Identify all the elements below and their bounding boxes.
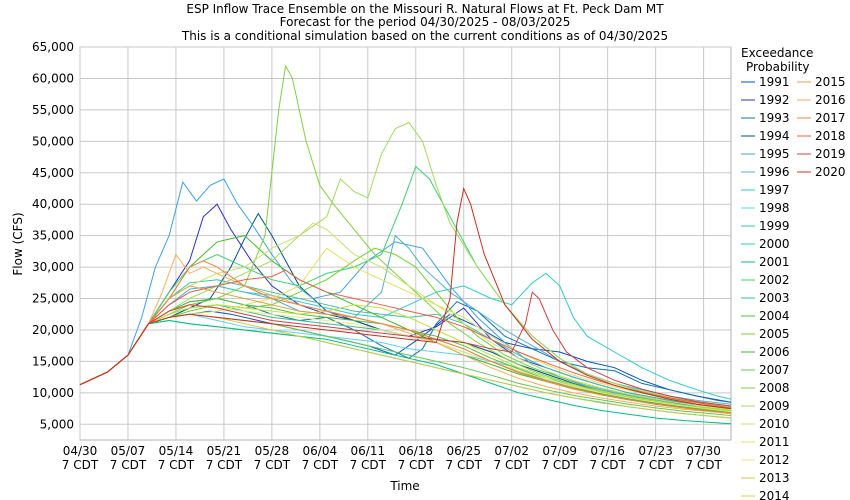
x-tick-time: 7 CDT	[446, 458, 483, 472]
series-line-2005	[79, 247, 732, 410]
chart-title: ESP Inflow Trace Ensemble on the Missour…	[186, 2, 664, 16]
x-tick-date: 07/23	[638, 444, 673, 458]
chart-subtitle-conditions: This is a conditional simulation based o…	[181, 29, 668, 43]
x-tick-date: 05/07	[111, 444, 146, 458]
x-tick-time: 7 CDT	[637, 458, 674, 472]
legend-label-2020: 2020	[815, 165, 846, 179]
x-tick-date: 07/09	[542, 444, 577, 458]
y-tick-label: 30,000	[32, 260, 74, 274]
y-tick-label: 50,000	[32, 134, 74, 148]
legend-label-2007: 2007	[759, 363, 790, 377]
series-line-1995	[79, 178, 732, 411]
x-tick-date: 06/11	[351, 444, 386, 458]
y-tick-label: 60,000	[32, 71, 74, 85]
x-tick-date: 05/28	[255, 444, 290, 458]
legend-label-2019: 2019	[815, 147, 846, 161]
x-tick-date: 06/04	[303, 444, 338, 458]
legend-label-2000: 2000	[759, 237, 790, 251]
y-tick-label: 45,000	[32, 166, 74, 180]
x-tick-date: 06/25	[446, 444, 481, 458]
x-tick-date: 05/21	[207, 444, 242, 458]
x-tick-time: 7 CDT	[254, 458, 291, 472]
series-line-2019	[79, 291, 732, 407]
legend-label-2004: 2004	[759, 309, 790, 323]
legend: Exceedance Probability 19911992199319941…	[741, 46, 846, 500]
series-lines	[79, 64, 732, 425]
x-tick-time: 7 CDT	[494, 458, 531, 472]
x-axis-label: Time	[389, 479, 419, 493]
x-tick-time: 7 CDT	[685, 458, 722, 472]
x-tick-time: 7 CDT	[589, 458, 626, 472]
legend-label-1991: 1991	[759, 75, 790, 89]
legend-label-1993: 1993	[759, 111, 790, 125]
legend-label-2015: 2015	[815, 75, 846, 89]
legend-label-1995: 1995	[759, 147, 790, 161]
y-tick-label: 35,000	[32, 229, 74, 243]
legend-label-1994: 1994	[759, 129, 790, 143]
legend-label-2008: 2008	[759, 381, 790, 395]
series-line-2001	[79, 319, 732, 425]
series-line-2017	[79, 260, 732, 414]
legend-label-2018: 2018	[815, 129, 846, 143]
x-tick-time: 7 CDT	[110, 458, 147, 472]
x-tick-date: 04/30	[63, 444, 98, 458]
legend-label-2013: 2013	[759, 471, 790, 485]
legend-label-2010: 2010	[759, 417, 790, 431]
x-tick-time: 7 CDT	[158, 458, 195, 472]
y-axis-ticks: 5,000 10,000 15,000 20,000 25,000 30,000 35,00…	[32, 40, 74, 431]
x-tick-date: 05/14	[159, 444, 194, 458]
legend-label-2005: 2005	[759, 327, 790, 341]
legend-label-2016: 2016	[815, 93, 846, 107]
y-tick-label: 65,000	[32, 40, 74, 54]
plot-area	[79, 46, 732, 441]
y-tick-label: 25,000	[32, 292, 74, 306]
x-tick-time: 7 CDT	[541, 458, 578, 472]
series-line-2009	[79, 121, 732, 408]
x-tick-date: 07/02	[494, 444, 529, 458]
x-tick-time: 7 CDT	[350, 458, 387, 472]
legend-label-2014: 2014	[759, 489, 790, 500]
x-tick-time: 7 CDT	[398, 458, 435, 472]
legend-label-1998: 1998	[759, 201, 790, 215]
chart-subtitle-period: Forecast for the period 04/30/2025 - 08/…	[280, 15, 571, 29]
legend-label-2017: 2017	[815, 111, 846, 125]
y-tick-label: 55,000	[32, 103, 74, 117]
y-tick-label: 20,000	[32, 323, 74, 337]
x-tick-date: 07/30	[686, 444, 721, 458]
legend-label-1999: 1999	[759, 219, 790, 233]
legend-label-2012: 2012	[759, 453, 790, 467]
x-tick-time: 7 CDT	[302, 458, 339, 472]
y-tick-label: 10,000	[32, 386, 74, 400]
legend-entries: 1991 1992 1993 1994 1995 1996 1997 1998 1999 2000…	[741, 75, 846, 500]
legend-label-1997: 1997	[759, 183, 790, 197]
legend-label-2009: 2009	[759, 399, 790, 413]
y-tick-label: 40,000	[32, 197, 74, 211]
x-tick-date: 06/18	[398, 444, 433, 458]
legend-label-2011: 2011	[759, 435, 790, 449]
legend-label-2002: 2002	[759, 273, 790, 287]
y-tick-label: 15,000	[32, 354, 74, 368]
x-tick-date: 07/16	[590, 444, 625, 458]
x-tick-time: 7 CDT	[206, 458, 243, 472]
y-axis-label: Flow (CFS)	[11, 212, 25, 275]
series-line-2014	[79, 304, 732, 412]
grid	[79, 46, 731, 440]
series-line-2020	[79, 186, 732, 410]
legend-label-2001: 2001	[759, 255, 790, 269]
legend-label-2003: 2003	[759, 291, 790, 305]
x-tick-time: 7 CDT	[62, 458, 99, 472]
legend-title-exceedance: Exceedance	[741, 46, 813, 60]
legend-label-1992: 1992	[759, 93, 790, 107]
y-tick-label: 5,000	[40, 417, 74, 431]
legend-title-probability: Probability	[746, 60, 809, 74]
legend-label-1996: 1996	[759, 165, 790, 179]
legend-label-2006: 2006	[759, 345, 790, 359]
